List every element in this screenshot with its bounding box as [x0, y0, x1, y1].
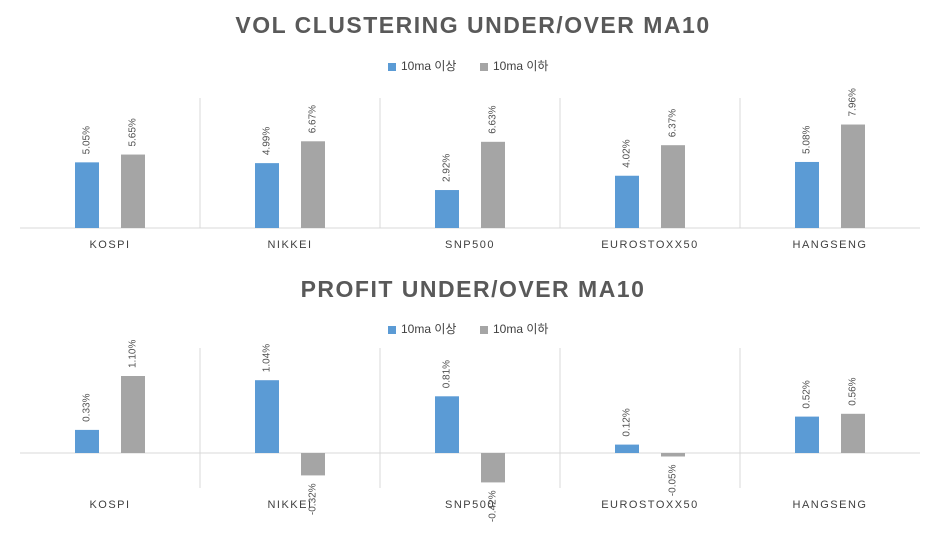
bar: [435, 396, 459, 453]
bar: [661, 145, 685, 228]
bar: [75, 162, 99, 228]
x-tick-label: NIKKEI: [267, 239, 312, 251]
bar: [75, 429, 99, 453]
legend-swatch: [388, 326, 396, 334]
bar: [841, 413, 865, 453]
bar: [255, 163, 279, 228]
legend-swatch: [480, 326, 488, 334]
x-tick-label: EUROSTOXX50: [601, 239, 699, 251]
value-label: 0.81%: [442, 360, 453, 388]
value-label: -0.05%: [668, 464, 679, 496]
x-tick-label: KOSPI: [89, 239, 130, 251]
x-tick-label: NIKKEI: [267, 499, 312, 511]
x-tick-label: HANGSENG: [793, 499, 868, 511]
value-label: 0.12%: [622, 408, 633, 436]
legend-swatch: [388, 63, 396, 71]
legend-swatch: [480, 63, 488, 71]
x-tick-label: SNP500: [445, 499, 495, 511]
x-tick-label: KOSPI: [89, 499, 130, 511]
legend-label: 10ma 이하: [493, 59, 548, 73]
legend-label: 10ma 이하: [493, 322, 548, 336]
bar: [615, 444, 639, 453]
bar: [795, 416, 819, 453]
value-label: 6.63%: [488, 105, 499, 133]
bar: [481, 141, 505, 228]
bar: [301, 141, 325, 228]
value-label: 1.04%: [262, 344, 273, 372]
value-label: 6.67%: [308, 105, 319, 133]
value-label: 5.65%: [128, 118, 139, 146]
bar: [481, 453, 505, 483]
bar: [841, 124, 865, 228]
bar: [795, 161, 819, 228]
bar: [255, 380, 279, 453]
value-label: 4.02%: [622, 139, 633, 167]
value-label: 5.08%: [802, 125, 813, 153]
value-label: -0.32%: [308, 483, 319, 515]
legend-label: 10ma 이상: [401, 322, 456, 336]
bar: [661, 453, 685, 457]
value-label: 0.33%: [82, 393, 93, 421]
bar: [121, 154, 145, 228]
bar: [121, 376, 145, 453]
legend-label: 10ma 이상: [401, 59, 456, 73]
value-label: 0.52%: [802, 380, 813, 408]
chart-title: VOL CLUSTERING UNDER/OVER MA10: [235, 12, 710, 38]
value-label: 2.92%: [442, 154, 453, 182]
bar: [615, 175, 639, 228]
value-label: 0.56%: [848, 377, 859, 405]
value-label: 4.99%: [262, 127, 273, 155]
value-label: -0.42%: [488, 490, 499, 522]
x-tick-label: SNP500: [445, 239, 495, 251]
bar: [301, 453, 325, 476]
value-label: 1.10%: [128, 340, 139, 368]
chart-title: PROFIT UNDER/OVER MA10: [301, 276, 646, 302]
x-tick-label: HANGSENG: [793, 239, 868, 251]
x-tick-label: EUROSTOXX50: [601, 499, 699, 511]
bar: [435, 190, 459, 228]
value-label: 5.05%: [82, 126, 93, 154]
value-label: 6.37%: [668, 109, 679, 137]
value-label: 7.96%: [848, 88, 859, 116]
